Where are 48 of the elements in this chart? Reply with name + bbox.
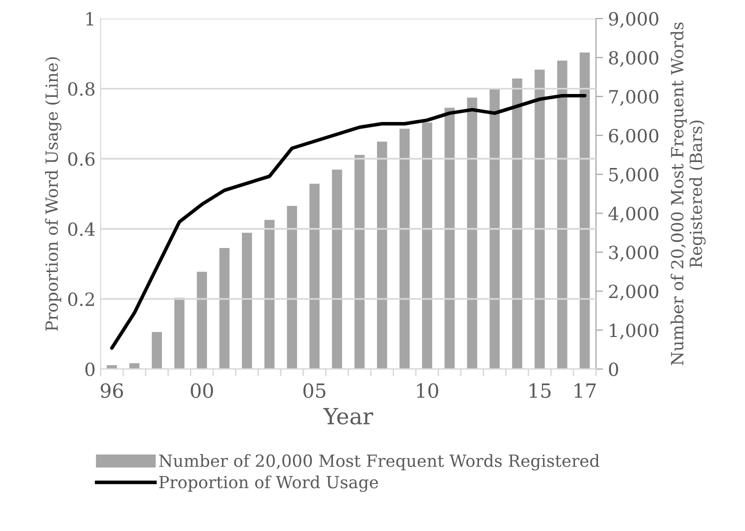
- bar: [512, 78, 522, 370]
- y2-tick-label: 5,000: [609, 168, 658, 184]
- bar: [490, 88, 500, 370]
- y2-tick-label: 6,000: [609, 128, 658, 145]
- y2-tick-label: 0: [608, 362, 618, 376]
- bar: [332, 170, 342, 370]
- bar: [219, 248, 230, 370]
- bar: [152, 332, 162, 370]
- bar: [557, 60, 568, 370]
- y-tick-label: 0.2: [68, 292, 94, 306]
- y2-tick-label: 2,000: [609, 284, 658, 300]
- bar: [400, 128, 410, 370]
- y2-tick-label: 9,000: [608, 12, 658, 28]
- y2-tick-label: 3,000: [609, 246, 658, 262]
- y2-axis-title: Number of 20,000 Most Frequent Words Registered (Bars): [670, 22, 706, 366]
- y-tick-label: 1: [86, 12, 94, 26]
- bar: [174, 298, 184, 370]
- x-axis-title: Year: [323, 408, 374, 425]
- x-tick-label: 10: [417, 383, 438, 398]
- bar: [196, 272, 207, 370]
- bar: [467, 98, 478, 370]
- bar: [534, 70, 545, 370]
- y2-tick-label: 7,000: [609, 90, 658, 106]
- y2-tick-label: 8,000: [609, 50, 658, 67]
- bar: [286, 206, 298, 370]
- y2-tick-label: 4,000: [608, 206, 658, 223]
- y-tick-label: 0: [85, 362, 95, 376]
- x-tick-label: 00: [190, 383, 213, 398]
- bar: [309, 184, 320, 370]
- y-axis-title: Proportion of Word Usage (Line): [45, 57, 62, 331]
- line-series: [110, 94, 586, 350]
- x-tick-label: 17: [574, 383, 596, 398]
- legend-label: Number of 20,000 Most Frequent Words Registered: [159, 454, 600, 471]
- bar: [354, 154, 365, 370]
- x-tick-label: 15: [530, 383, 551, 398]
- y-tick-label: 0.8: [68, 82, 94, 96]
- y2-tick-label: 1,000: [610, 324, 658, 340]
- bar: [444, 108, 455, 370]
- x-tick-label: 05: [303, 383, 326, 398]
- y-tick-label: 0.4: [68, 222, 95, 236]
- legend-label: Proportion of Word Usage: [159, 476, 378, 492]
- y-tick-label: 0.6: [68, 152, 95, 166]
- bar: [242, 232, 252, 370]
- bar: [264, 220, 275, 370]
- x-tick-label: 96: [100, 383, 123, 398]
- bar: [422, 122, 432, 370]
- bar: [377, 142, 388, 370]
- bar: [580, 52, 590, 370]
